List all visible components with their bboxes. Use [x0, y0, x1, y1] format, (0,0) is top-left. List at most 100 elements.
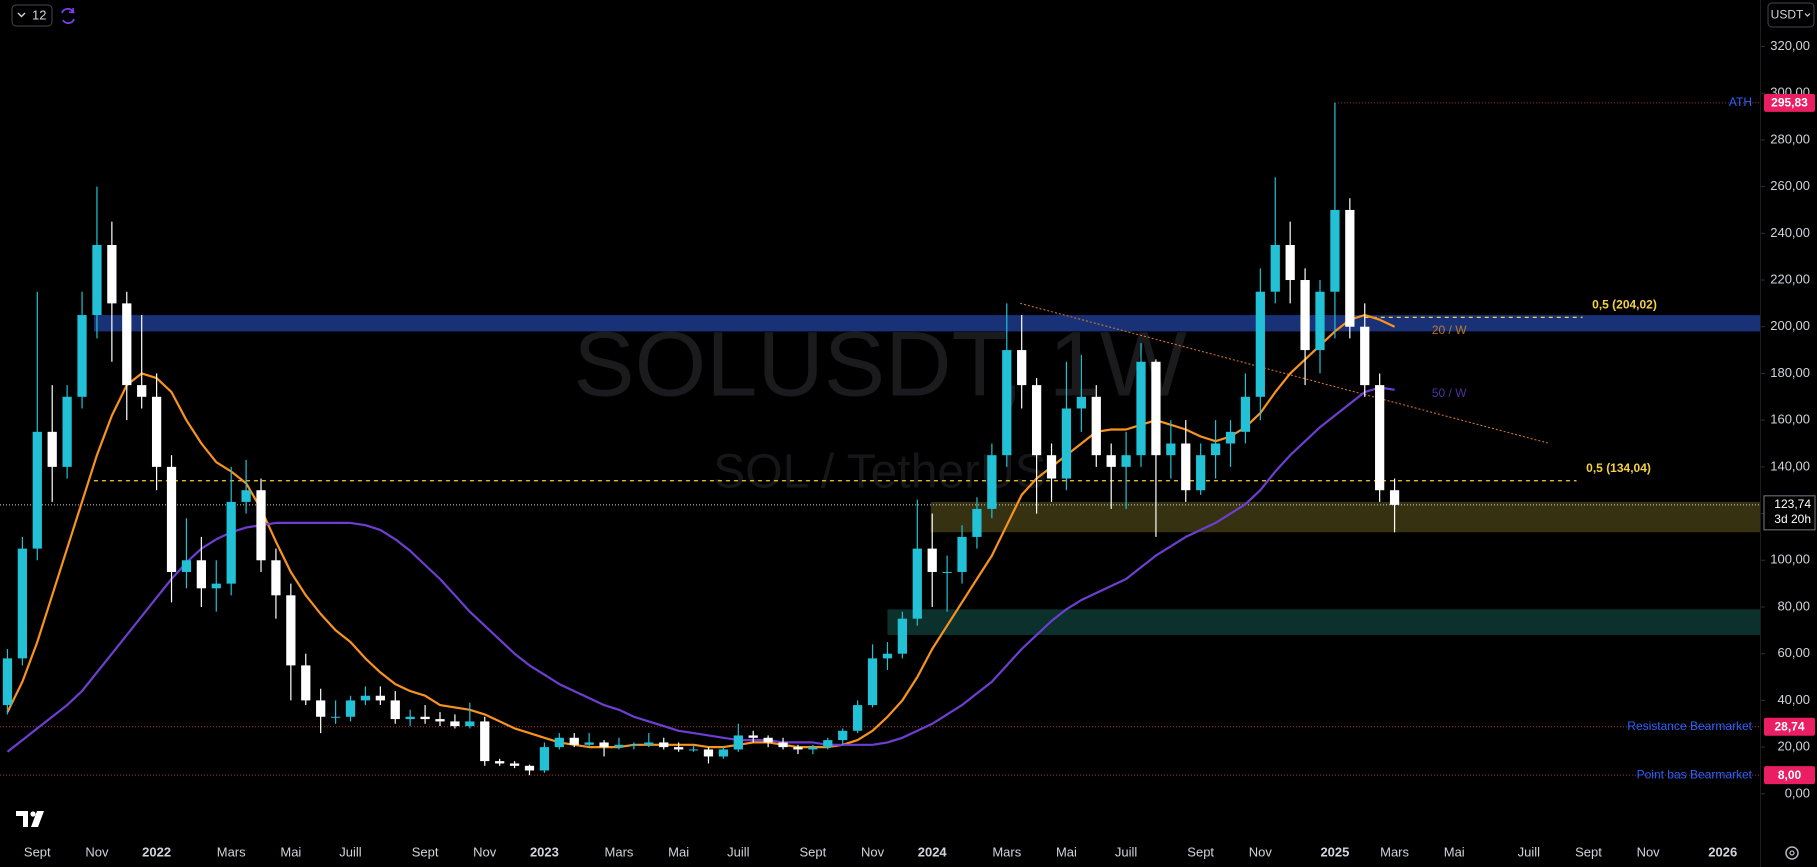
- tradingview-logo: [16, 811, 44, 827]
- y-tick-label: 0,00: [1785, 785, 1810, 800]
- x-tick-label: 2025: [1320, 844, 1349, 859]
- x-tick-label: Sept: [1575, 844, 1602, 859]
- settings-icon[interactable]: [1785, 846, 1799, 860]
- interval-button[interactable]: [11, 4, 53, 27]
- candle-body: [1255, 291, 1265, 397]
- candle-body: [614, 744, 624, 748]
- chevron-icon: [17, 12, 26, 18]
- candle-body: [674, 747, 684, 750]
- x-tick-label: Sept: [24, 844, 51, 859]
- candle-body: [539, 747, 550, 771]
- candle-body: [286, 595, 296, 666]
- candle-body: [405, 716, 415, 720]
- candle-body: [1240, 396, 1251, 432]
- candle-body: [644, 742, 654, 745]
- x-tick-label: Sept: [412, 844, 439, 859]
- fib-label: 0,5 (204,02): [1592, 298, 1657, 312]
- candle-body: [1151, 361, 1161, 456]
- candle-body: [629, 744, 639, 746]
- candle-body: [1210, 443, 1221, 456]
- candle-body: [718, 749, 729, 757]
- x-tick-label: 2023: [530, 844, 559, 859]
- candle-body: [1166, 443, 1176, 456]
- candle-body: [181, 560, 192, 572]
- candle-body: [1300, 280, 1310, 351]
- candle-body: [1046, 455, 1057, 479]
- y-tick-label: 80,00: [1777, 598, 1810, 613]
- ma-label: 20 / W: [1432, 323, 1467, 337]
- candle-body: [688, 749, 699, 751]
- candle-body: [1002, 350, 1012, 456]
- logo-part: [31, 811, 44, 827]
- candle-body: [1375, 385, 1385, 491]
- candle-body: [927, 548, 937, 572]
- level-label: Resistance Bearmarket: [1627, 719, 1752, 733]
- sync-icon[interactable]: [61, 7, 75, 25]
- candle-body: [62, 396, 72, 467]
- y-tick-label: 20,00: [1777, 739, 1810, 754]
- candle-body: [823, 740, 833, 748]
- candle-body: [1076, 396, 1086, 409]
- logo-part: [16, 811, 28, 827]
- candle-body: [271, 560, 281, 596]
- chevron-icon: [1804, 13, 1811, 17]
- ma-line: [6, 314, 1396, 749]
- candle-body: [838, 730, 848, 741]
- x-tick-label: Mars: [992, 844, 1021, 859]
- gear: [1785, 846, 1799, 860]
- x-tick-label: 2024: [918, 844, 948, 859]
- candle-body: [1330, 209, 1340, 292]
- x-tick-label: Mai: [1444, 844, 1465, 859]
- candle-body: [1225, 431, 1236, 444]
- candle-body: [196, 560, 206, 589]
- zone: [887, 609, 1760, 636]
- candle-body: [47, 431, 57, 467]
- toolbar: 12 USDT: [11, 2, 1815, 860]
- candle-body: [122, 303, 132, 386]
- candle-body: [211, 583, 221, 589]
- candle-body: [778, 742, 788, 748]
- candle-body: [1017, 350, 1027, 386]
- x-tick-label: Nov: [473, 844, 497, 859]
- candle-body: [1136, 361, 1146, 456]
- candle-body: [360, 695, 371, 701]
- y-tick-label: 320,00: [1770, 38, 1810, 53]
- candle-body: [301, 665, 311, 701]
- candle-body: [524, 765, 535, 771]
- candle-body: [107, 244, 117, 304]
- candle-body: [1106, 455, 1116, 467]
- fib-label: 0,5 (134,04): [1586, 461, 1651, 475]
- candle-body: [957, 536, 967, 572]
- candle-body: [808, 747, 818, 750]
- x-tick-label: Nov: [861, 844, 885, 859]
- x-tick-label: Juill: [1115, 844, 1138, 859]
- candle-body: [972, 508, 982, 537]
- candle-body: [92, 244, 102, 316]
- candle-body: [151, 396, 162, 467]
- candle-body: [316, 700, 326, 717]
- x-tick-label: Nov: [1637, 844, 1661, 859]
- candle-body: [137, 385, 147, 397]
- candle-body: [435, 719, 445, 722]
- candle-body: [599, 742, 609, 748]
- x-tick-label: Nov: [1249, 844, 1273, 859]
- level-badge-text: 8,00: [1778, 768, 1802, 782]
- candle-body: [256, 490, 266, 561]
- currency-button[interactable]: [1767, 2, 1815, 28]
- level-badge: [1764, 717, 1815, 736]
- candle-body: [897, 618, 907, 654]
- logo-part: [30, 811, 36, 817]
- y-tick-label: 280,00: [1770, 131, 1810, 146]
- candle-body: [569, 737, 579, 745]
- candle-body: [763, 737, 773, 743]
- annotations: ATH Resistance Bearmarket Point bas Bearma…: [1432, 95, 1753, 781]
- candle-body: [32, 431, 42, 549]
- last-price-text: 123,74: [1774, 497, 1811, 511]
- candles: [2, 102, 1400, 776]
- candle-body: [942, 571, 952, 573]
- y-tick-label: 60,00: [1777, 645, 1810, 660]
- countdown-text: 3d 20h: [1774, 512, 1811, 526]
- candle-body: [1389, 490, 1400, 505]
- x-tick-label: Mai: [1056, 844, 1077, 859]
